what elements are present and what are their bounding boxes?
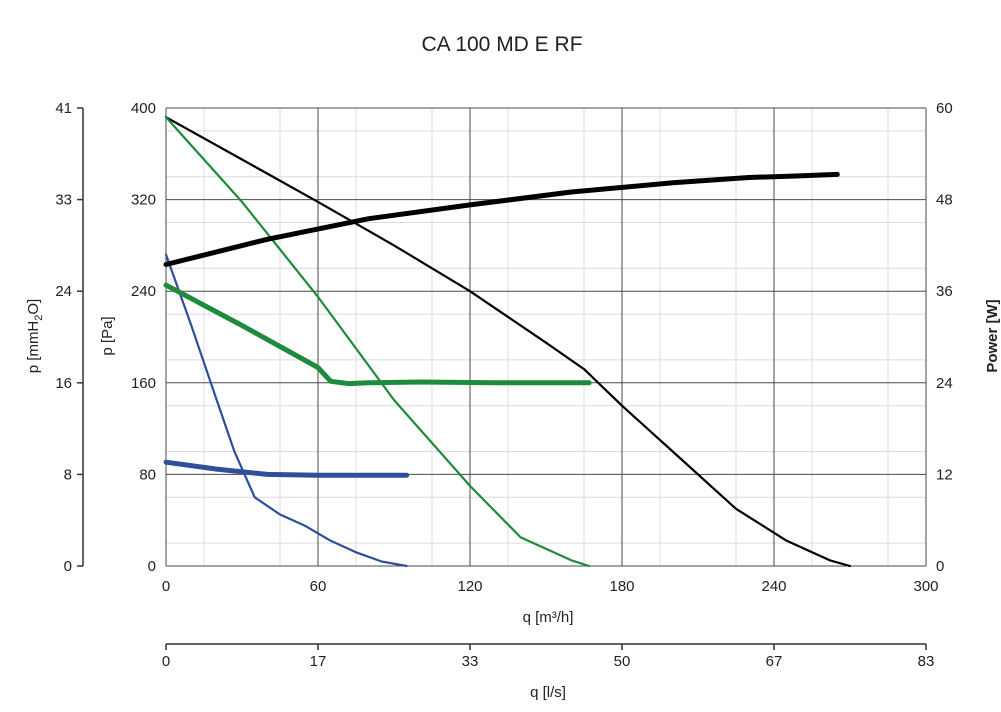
y-outer-tick-label: 41 — [55, 100, 72, 117]
x2-tick-label: 83 — [918, 653, 935, 670]
x-tick-label: 60 — [310, 578, 327, 595]
y-outer-label-prefix: p [mmH — [25, 321, 42, 374]
y-tick-label: 160 — [131, 375, 156, 392]
x2-axis-label: q [l/s] — [530, 684, 566, 701]
y-tick-label: 80 — [139, 466, 156, 483]
y-outer-tick-label: 0 — [64, 558, 72, 575]
pressure-curve-1 — [164, 116, 591, 568]
y-right-axis-label: Power [W] — [984, 299, 1001, 372]
power-curve-3 — [163, 171, 840, 267]
x2-tick-label: 33 — [462, 653, 479, 670]
x-tick-label: 300 — [913, 578, 938, 595]
y-right-tick-label: 48 — [936, 192, 953, 209]
y-tick-label: 240 — [131, 283, 156, 300]
y-outer-tick-label: 24 — [55, 283, 72, 300]
y-outer-label-suffix: O] — [25, 299, 42, 315]
x-tick-label: 0 — [162, 578, 170, 595]
x2-tick-label: 17 — [310, 653, 327, 670]
y-axis-label: p [Pa] — [99, 316, 116, 355]
y-right-tick-label: 0 — [936, 558, 944, 575]
y-tick-label: 320 — [131, 192, 156, 209]
y-outer-tick-label: 8 — [64, 466, 72, 483]
y-outer-tick-label: 16 — [55, 375, 72, 392]
pressure-curve-2 — [164, 253, 408, 568]
y-right-tick-label: 60 — [936, 100, 953, 117]
power-curve-5 — [163, 459, 410, 478]
y-tick-label: 400 — [131, 100, 156, 117]
y-outer-label-sub: 2 — [33, 315, 45, 321]
chart-grid — [165, 107, 927, 567]
y-right-tick-label: 24 — [936, 375, 953, 392]
y-right-tick-label: 36 — [936, 283, 953, 300]
x-tick-label: 120 — [457, 578, 482, 595]
pressure-curve-0 — [164, 116, 852, 568]
chart-axes: 0 80 160 240 320 400 0 8 16 24 33 41 0 12 24 36 48 60 0 60 1… — [55, 100, 952, 670]
y-right-tick-label: 12 — [936, 466, 953, 483]
power-curve-4 — [163, 282, 592, 387]
x-tick-label: 180 — [609, 578, 634, 595]
x2-tick-label: 67 — [766, 653, 783, 670]
y-outer-tick-label: 33 — [55, 192, 72, 209]
chart-series — [163, 116, 852, 568]
x2-tick-label: 50 — [614, 653, 631, 670]
chart-title: CA 100 MD E RF — [421, 33, 582, 56]
x-tick-label: 240 — [761, 578, 786, 595]
x2-tick-label: 0 — [162, 653, 170, 670]
y-outer-axis-label: p [mmH2O] — [25, 299, 45, 373]
y-tick-label: 0 — [148, 558, 156, 575]
x-axis-label: q [m³/h] — [523, 609, 574, 626]
